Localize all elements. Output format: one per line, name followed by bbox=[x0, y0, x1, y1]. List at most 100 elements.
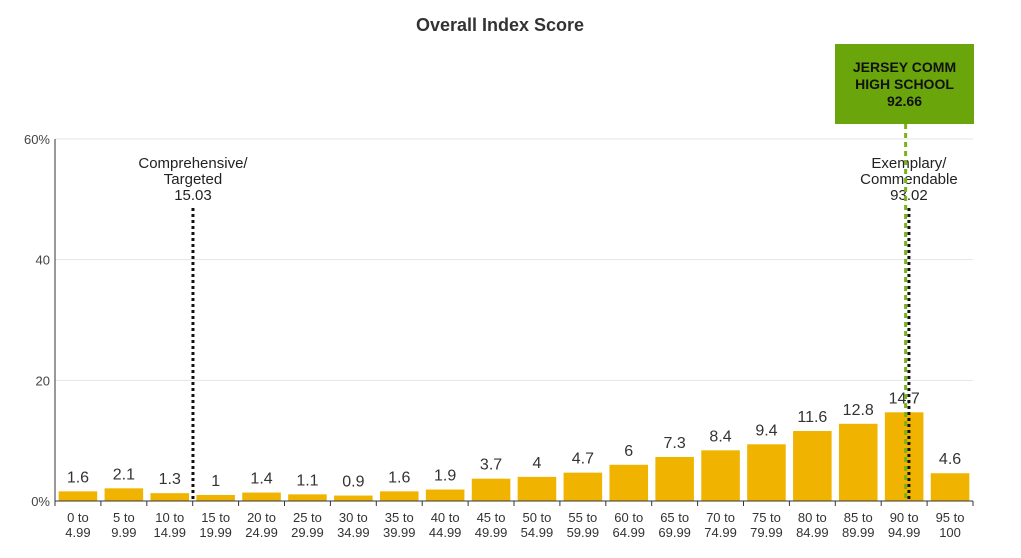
x-tick-label: 80 to bbox=[798, 510, 827, 525]
bar bbox=[150, 493, 190, 501]
chart-title: Overall Index Score bbox=[416, 15, 584, 35]
x-tick-label: 20 to bbox=[247, 510, 276, 525]
x-tick-label: 9.99 bbox=[111, 525, 136, 540]
bar-value-label: 1.3 bbox=[159, 471, 181, 488]
reference-label: Targeted bbox=[164, 171, 222, 188]
bar-value-label: 1.4 bbox=[250, 471, 272, 488]
bar bbox=[838, 423, 878, 501]
bar-value-label: 1.9 bbox=[434, 468, 456, 485]
x-tick-label: 55 to bbox=[568, 510, 597, 525]
x-tick-label: 35 to bbox=[385, 510, 414, 525]
x-tick-label: 79.99 bbox=[750, 525, 783, 540]
bar bbox=[242, 492, 281, 501]
bar bbox=[609, 464, 649, 501]
bar bbox=[793, 431, 832, 501]
reference-label: Exemplary/ bbox=[871, 155, 947, 172]
school-callout-label: JERSEY COMM bbox=[853, 59, 956, 75]
x-tick-label: 29.99 bbox=[291, 525, 324, 540]
x-tick-label: 75 to bbox=[752, 510, 781, 525]
x-tick-label: 84.99 bbox=[796, 525, 829, 540]
bar bbox=[104, 488, 144, 501]
bar bbox=[425, 489, 465, 501]
bar bbox=[379, 491, 419, 501]
bar bbox=[563, 472, 603, 501]
school-callout-label: HIGH SCHOOL bbox=[855, 76, 954, 92]
x-tick-label: 4.99 bbox=[65, 525, 90, 540]
y-tick-label: 0% bbox=[31, 494, 50, 509]
reference-label: Comprehensive/ bbox=[138, 155, 248, 172]
grid-lines bbox=[55, 138, 973, 381]
bar bbox=[517, 476, 557, 501]
x-tick-label: 49.99 bbox=[475, 525, 508, 540]
x-tick-label: 5 to bbox=[113, 510, 135, 525]
bar-value-label: 3.7 bbox=[480, 457, 502, 474]
y-tick-label: 40 bbox=[36, 253, 50, 268]
bar-value-label: 9.4 bbox=[755, 422, 777, 439]
x-tick-label: 24.99 bbox=[245, 525, 278, 540]
x-tick-label: 69.99 bbox=[658, 525, 691, 540]
x-tick-label: 74.99 bbox=[704, 525, 737, 540]
x-tick-label: 85 to bbox=[844, 510, 873, 525]
bar-value-label: 0.9 bbox=[342, 474, 364, 491]
bar-value-label: 4 bbox=[532, 455, 541, 472]
bar bbox=[930, 473, 970, 501]
bar bbox=[701, 450, 740, 501]
bar bbox=[196, 494, 235, 501]
bar-value-label: 2.1 bbox=[113, 466, 135, 483]
x-tick-label: 44.99 bbox=[429, 525, 462, 540]
y-tick-label: 60% bbox=[24, 132, 50, 147]
bar-value-label: 4.6 bbox=[939, 451, 961, 468]
bar-value-label: 11.6 bbox=[797, 409, 827, 426]
x-tick-label: 65 to bbox=[660, 510, 689, 525]
x-tick-label: 10 to bbox=[155, 510, 184, 525]
bar bbox=[58, 491, 98, 501]
x-tick-label: 40 to bbox=[431, 510, 460, 525]
bar-value-label: 1.6 bbox=[388, 469, 410, 486]
reference-label: 93.02 bbox=[890, 187, 928, 204]
reference-label: Commendable bbox=[860, 171, 958, 188]
x-tick-label: 0 to bbox=[67, 510, 89, 525]
x-tick-label: 15 to bbox=[201, 510, 230, 525]
x-tick-label: 100 bbox=[939, 525, 961, 540]
axes bbox=[54, 139, 974, 506]
bar-value-label: 1 bbox=[211, 473, 220, 490]
bar-value-label: 4.7 bbox=[572, 451, 594, 468]
x-tick-label: 34.99 bbox=[337, 525, 370, 540]
x-tick-label: 95 to bbox=[936, 510, 965, 525]
y-axis-ticks: 0% 20 40 60% bbox=[24, 132, 50, 509]
x-tick-label: 90 to bbox=[890, 510, 919, 525]
bar-value-label: 6 bbox=[624, 443, 633, 460]
x-tick-label: 25 to bbox=[293, 510, 322, 525]
bar-value-label: 1.1 bbox=[296, 472, 318, 489]
reference-label: 15.03 bbox=[174, 187, 212, 204]
x-tick-label: 64.99 bbox=[612, 525, 645, 540]
x-tick-label: 54.99 bbox=[521, 525, 554, 540]
bar bbox=[747, 444, 786, 501]
bar-value-label: 8.4 bbox=[709, 428, 731, 445]
x-tick-label: 45 to bbox=[477, 510, 506, 525]
x-tick-label: 39.99 bbox=[383, 525, 416, 540]
x-tick-label: 70 to bbox=[706, 510, 735, 525]
x-tick-label: 60 to bbox=[614, 510, 643, 525]
bars: 1.6 2.1 1.3 1 1.4 1.1 0.9 1.6 1.9 3.7 4 4.7 6 7.3 8.4 9… bbox=[58, 390, 970, 501]
x-tick-label: 50 to bbox=[522, 510, 551, 525]
x-tick-label: 30 to bbox=[339, 510, 368, 525]
bar bbox=[334, 495, 373, 501]
x-tick-label: 14.99 bbox=[153, 525, 186, 540]
x-tick-label: 89.99 bbox=[842, 525, 875, 540]
school-callout-label: 92.66 bbox=[887, 93, 922, 109]
school-callout-box bbox=[835, 44, 974, 124]
bar-value-label: 1.6 bbox=[67, 469, 89, 486]
y-tick-label: 20 bbox=[36, 373, 50, 388]
bar bbox=[655, 456, 694, 501]
bar-value-label: 12.8 bbox=[843, 402, 874, 419]
bar bbox=[471, 478, 511, 501]
bar bbox=[288, 494, 327, 501]
x-tick-label: 19.99 bbox=[199, 525, 232, 540]
bar-value-label: 7.3 bbox=[664, 435, 686, 452]
x-tick-label: 94.99 bbox=[888, 525, 921, 540]
